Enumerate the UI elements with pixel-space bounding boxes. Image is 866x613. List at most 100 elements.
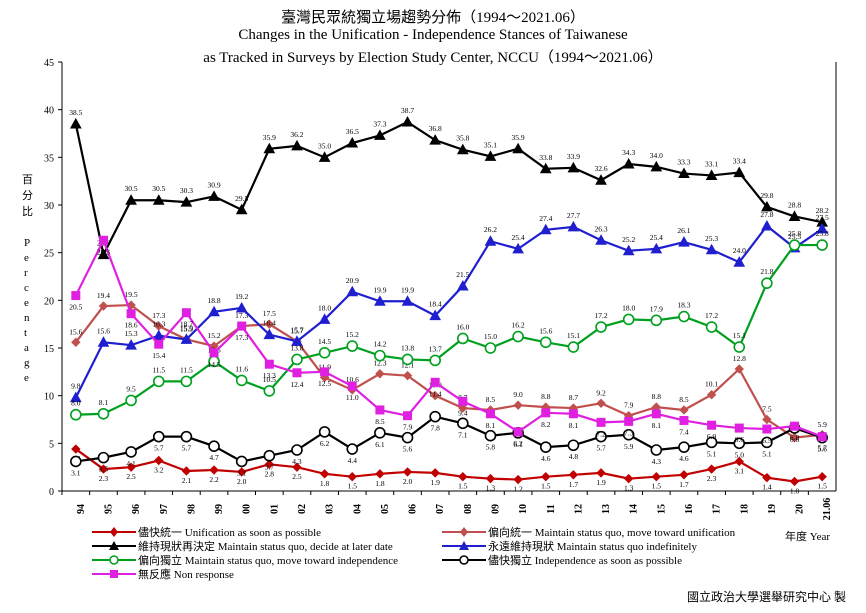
data-point: [650, 242, 663, 254]
data-label: 5.6: [817, 445, 827, 454]
data-point: [70, 408, 82, 421]
data-point: [152, 329, 165, 341]
data-point: [761, 277, 773, 289]
y-axis-label-char: r: [24, 267, 28, 279]
data-point: [513, 474, 523, 485]
data-label: 35.9: [263, 133, 276, 142]
data-point: [484, 429, 497, 442]
x-tick-label: 11: [546, 504, 557, 513]
data-point: [734, 423, 744, 433]
data-point: [568, 409, 578, 419]
data-label: 1.3: [486, 484, 496, 493]
data-point: [291, 444, 303, 456]
data-label: 7.4: [679, 427, 689, 436]
data-point: [790, 421, 800, 431]
data-point: [679, 405, 689, 415]
data-point: [69, 391, 82, 403]
data-label: 9.4: [458, 408, 468, 417]
data-point: [733, 341, 746, 353]
data-point: [401, 431, 414, 444]
x-tick-label: 20: [795, 504, 806, 514]
data-label: 33.9: [567, 152, 580, 161]
data-label: 5.7: [817, 444, 827, 453]
y-tick-label: 5: [49, 439, 54, 450]
data-point: [208, 440, 220, 452]
data-point: [429, 134, 442, 145]
data-label: 26.2: [484, 225, 497, 234]
y-axis-label-char: n: [24, 312, 30, 324]
series-line: [75, 243, 823, 416]
data-label: 19.9: [401, 285, 414, 294]
data-point: [456, 143, 469, 155]
data-point: [71, 337, 81, 347]
data-point: [98, 301, 109, 311]
data-point: [69, 117, 82, 129]
data-point: [125, 446, 137, 458]
data-label: 8.1: [652, 421, 662, 430]
data-point: [264, 319, 275, 329]
data-point: [152, 194, 165, 205]
data-point: [97, 451, 110, 464]
data-point: [622, 157, 635, 169]
series-line: [74, 303, 823, 439]
data-label: 1.5: [652, 482, 662, 491]
data-label: 6.1: [513, 440, 523, 449]
data-point: [539, 441, 552, 453]
data-label: 35.8: [456, 134, 469, 143]
data-point: [568, 470, 579, 480]
data-point: [705, 243, 718, 255]
data-label: 7.9: [403, 423, 413, 432]
x-tick-label: 13: [601, 504, 612, 514]
data-label: 3.1: [735, 466, 745, 475]
data-point: [595, 430, 607, 443]
data-point: [596, 398, 606, 409]
data-point: [541, 471, 551, 482]
x-axis-unit-label: 年度 Year: [785, 531, 831, 543]
data-point: [401, 295, 414, 306]
data-label: 1.0: [790, 486, 800, 495]
y-tick-label: 15: [44, 344, 54, 355]
data-label: 30.3: [180, 186, 193, 195]
data-point: [789, 476, 800, 487]
data-label: 28.2: [816, 206, 829, 215]
data-label: 1.9: [430, 478, 440, 487]
x-tick-label: 96: [131, 504, 142, 514]
data-label: 1.9: [596, 478, 606, 487]
data-point: [291, 139, 303, 151]
data-label: 34.3: [622, 148, 635, 157]
data-point: [484, 150, 497, 161]
data-point: [678, 310, 690, 323]
data-point: [513, 427, 523, 437]
data-label: 18.6: [125, 321, 138, 330]
data-point: [788, 210, 801, 221]
data-point: [401, 353, 414, 366]
data-label: 18.7: [180, 320, 193, 329]
data-point: [154, 455, 164, 466]
legend-label: 維持現狀再決定 Maintain status quo, decide at l…: [138, 541, 393, 553]
data-label: 38.5: [69, 108, 82, 117]
data-point: [375, 369, 385, 379]
data-point: [650, 444, 663, 456]
x-tick-label: 94: [76, 504, 87, 514]
y-tick-label: 40: [44, 106, 54, 117]
legend-item: 儘快統一 Unification as soon as possible: [90, 524, 321, 540]
x-tick-label: 21.06: [822, 498, 833, 521]
data-label: 1.4: [762, 483, 772, 492]
data-label: 12.3: [373, 359, 386, 368]
data-point: [622, 428, 635, 441]
data-point: [347, 471, 357, 482]
x-tick-label: 03: [325, 504, 336, 514]
data-point: [430, 468, 440, 478]
chart-title-zh: 臺灣民眾統獨立場趨勢分佈（1994～2021.06）: [281, 10, 585, 26]
data-point: [180, 196, 193, 207]
legend-swatch-marker: [110, 570, 118, 578]
data-label: 18.4: [429, 300, 442, 309]
data-point: [180, 430, 193, 443]
x-tick-label: 06: [408, 504, 419, 514]
data-label: 9.0: [513, 390, 523, 399]
data-label: 37.3: [373, 119, 386, 128]
data-label: 9.8: [71, 382, 81, 391]
data-label: 18.8: [207, 296, 220, 305]
data-point: [291, 335, 303, 346]
data-label: 2.1: [182, 476, 192, 485]
